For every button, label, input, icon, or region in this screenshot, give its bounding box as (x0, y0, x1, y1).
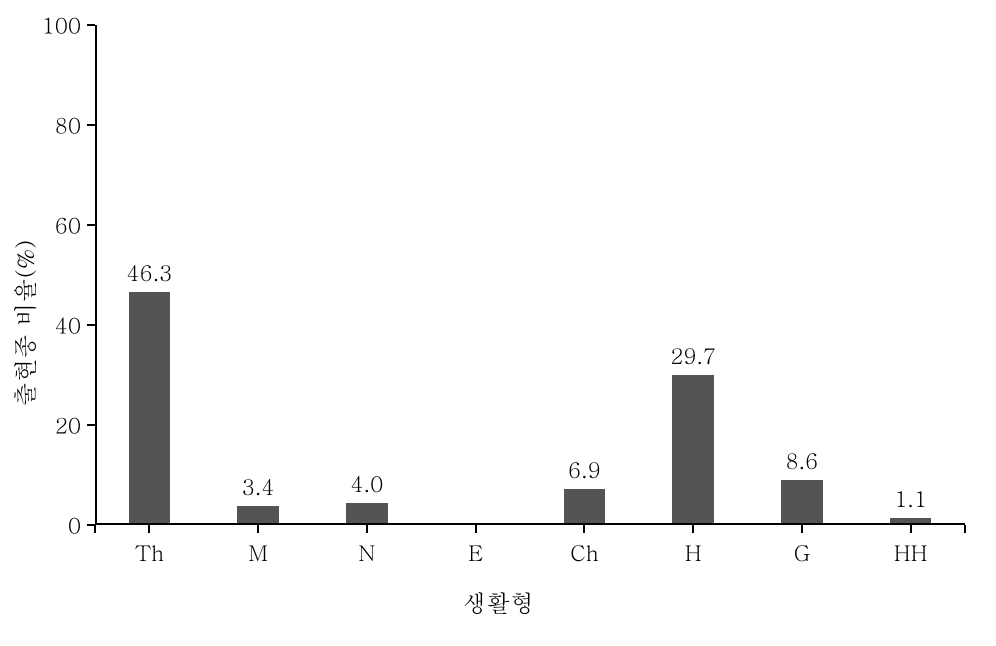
category-label: Th (135, 537, 164, 568)
x-tick (94, 525, 96, 533)
y-tick (87, 224, 95, 226)
y-axis-title: 출현종 비율(%) (7, 240, 41, 407)
category-label: Ch (570, 537, 598, 568)
bar-value-label: 3.4 (242, 471, 275, 502)
x-tick (257, 525, 259, 533)
bar (237, 506, 278, 523)
x-tick (475, 525, 477, 533)
y-tick (87, 124, 95, 126)
category-label: G (794, 537, 810, 568)
bar-value-label: 46.3 (127, 257, 173, 288)
bar (672, 375, 713, 524)
y-tick-label: 0 (68, 510, 81, 541)
category-label: H (685, 537, 702, 568)
y-tick-label: 100 (42, 10, 81, 41)
x-tick (583, 525, 585, 533)
category-label: HH (894, 537, 928, 568)
x-axis-line (95, 523, 965, 525)
bar (346, 503, 387, 523)
bar-value-label: 6.9 (568, 454, 601, 485)
category-label: N (358, 537, 375, 568)
plot-area: 02040608010046.3Th3.4M4.0NE6.9Ch29.7H8.6… (95, 25, 965, 525)
y-tick (87, 324, 95, 326)
y-tick (87, 424, 95, 426)
category-label: E (468, 537, 483, 568)
x-tick (148, 525, 150, 533)
bar-value-label: 29.7 (670, 340, 716, 371)
x-tick (964, 525, 966, 533)
x-axis-title: 생활형 (462, 585, 534, 619)
bar (781, 480, 822, 523)
x-tick (801, 525, 803, 533)
x-tick (692, 525, 694, 533)
chart-container: 출현종 비율(%) 생활형 02040608010046.3Th3.4M4.0N… (0, 0, 996, 646)
bar-value-label: 1.1 (894, 483, 927, 514)
y-tick-label: 20 (55, 410, 81, 441)
x-tick (910, 525, 912, 533)
bar-value-label: 8.6 (786, 445, 819, 476)
category-label: M (248, 537, 268, 568)
y-tick-label: 80 (55, 110, 81, 141)
bar (890, 518, 931, 524)
y-tick-label: 60 (55, 210, 81, 241)
bar (564, 489, 605, 524)
y-axis-line (95, 25, 97, 525)
bar (129, 292, 170, 524)
bar-value-label: 4.0 (351, 468, 384, 499)
y-tick-label: 40 (55, 310, 81, 341)
x-tick (366, 525, 368, 533)
y-tick (87, 24, 95, 26)
